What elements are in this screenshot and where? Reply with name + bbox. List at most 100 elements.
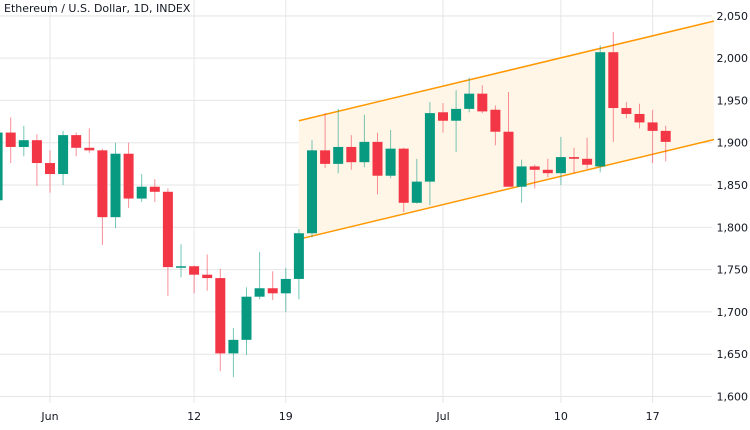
candle-down <box>71 132 82 157</box>
candle-body <box>97 150 108 218</box>
candle-down <box>490 105 501 146</box>
candle-body <box>228 339 239 354</box>
candle-down <box>634 103 645 129</box>
candle-body <box>241 296 252 340</box>
candle-down <box>162 188 173 296</box>
candle-body <box>280 278 291 294</box>
candle-body <box>267 288 278 294</box>
time-tick-label: 12 <box>187 410 201 423</box>
candle-body <box>176 266 186 268</box>
candle-body <box>162 191 173 268</box>
candle-body <box>451 108 462 121</box>
candle-body <box>372 141 383 176</box>
candle-body <box>660 130 671 142</box>
candle-body <box>5 132 16 147</box>
candle-body <box>254 288 265 297</box>
time-tick-label: 10 <box>554 410 568 423</box>
price-axis[interactable]: 2,050 2,000 1,950 1,900 1,850 1,800 1,750 1,700… <box>717 10 749 404</box>
candle-body <box>320 150 331 164</box>
candle-body <box>555 157 566 174</box>
candle-body <box>45 163 55 175</box>
candle-body <box>58 135 69 175</box>
candle-body <box>490 109 501 132</box>
channel-lower-line <box>298 134 733 240</box>
candle-up <box>307 140 317 238</box>
candle-up <box>0 132 3 201</box>
candle-body <box>202 274 213 279</box>
candle-body <box>333 146 344 164</box>
candle-up <box>136 174 147 202</box>
candle-down <box>529 164 540 189</box>
candle-body <box>293 233 304 279</box>
candle-body <box>529 166 540 170</box>
candle-down <box>542 158 553 178</box>
price-tick-label: 1,600 <box>717 391 749 404</box>
candle-up <box>293 229 304 300</box>
candle-body <box>542 169 553 174</box>
candle-body <box>31 140 42 164</box>
candle-up <box>228 328 239 378</box>
candle-down <box>31 134 42 186</box>
candle-down <box>202 254 213 291</box>
candle-up <box>555 136 566 186</box>
price-tick-label: 1,700 <box>717 306 749 319</box>
candle-body <box>136 186 147 199</box>
candle-body <box>647 122 658 131</box>
candle-down <box>267 271 278 301</box>
candle-down <box>346 135 357 170</box>
candle-up <box>110 142 121 229</box>
candle-up <box>176 244 186 278</box>
price-tick-label: 1,800 <box>717 221 749 234</box>
candle-body <box>189 266 200 275</box>
candle-down <box>503 91 514 187</box>
candle-up <box>18 125 29 157</box>
candle-down <box>647 109 658 164</box>
candle-body <box>595 52 606 167</box>
candle-body <box>438 112 448 121</box>
candle-down <box>569 147 579 174</box>
candle-body <box>621 108 632 114</box>
candle-down <box>372 132 383 195</box>
candle-body <box>569 157 579 159</box>
candle-body <box>424 113 435 182</box>
candle-down <box>438 102 448 133</box>
candle-down <box>123 142 134 208</box>
price-tick-label: 1,750 <box>717 264 749 277</box>
candle-body <box>346 146 357 163</box>
time-tick-label: Jul <box>435 410 449 423</box>
price-tick-label: 1,900 <box>717 137 749 150</box>
candle-body <box>123 153 134 199</box>
candle-up <box>516 159 527 203</box>
channel-upper-line <box>298 15 733 122</box>
candle-body <box>149 186 160 192</box>
candle-down <box>84 128 95 153</box>
candle-body <box>477 93 488 112</box>
price-tick-label: 1,850 <box>717 179 749 192</box>
candle-up <box>333 108 344 174</box>
time-tick-label: Jun <box>40 410 58 423</box>
price-tick-label: 2,000 <box>717 52 749 65</box>
candle-body <box>71 135 82 148</box>
candle-body <box>464 93 475 109</box>
candle-up <box>424 102 435 206</box>
candle-body <box>608 52 619 109</box>
candle-body <box>634 113 645 123</box>
candle-down <box>45 150 55 193</box>
candle-up <box>451 90 462 153</box>
candle-up <box>58 130 69 186</box>
candle-body <box>84 147 95 151</box>
candle-down <box>621 102 632 119</box>
time-axis[interactable]: Jun 12 19 Jul 10 17 <box>40 410 659 423</box>
candle-down <box>215 268 226 372</box>
candle-body <box>411 181 422 203</box>
candle-down <box>660 125 671 162</box>
time-tick-label: 17 <box>646 410 660 423</box>
candle-up <box>254 251 265 300</box>
candle-body <box>516 166 527 187</box>
candle-body <box>307 150 317 234</box>
candle-down <box>398 147 409 213</box>
candle-body <box>385 148 396 176</box>
price-tick-label: 1,950 <box>717 94 749 107</box>
candle-body <box>18 140 29 147</box>
